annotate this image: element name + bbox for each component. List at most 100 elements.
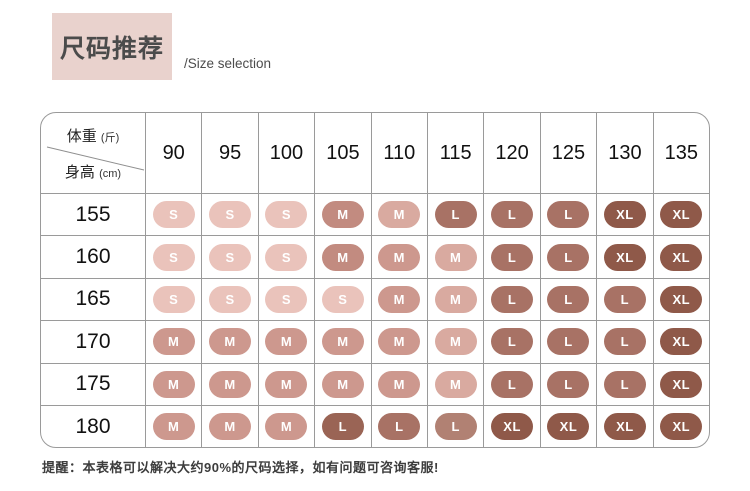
size-cell: M: [201, 320, 258, 363]
column-header: 110: [370, 113, 427, 193]
size-badge: M: [209, 370, 252, 398]
size-cell: M: [145, 320, 202, 363]
size-cell: S: [257, 277, 315, 321]
size-badge: S: [209, 243, 252, 271]
column-header: 105: [314, 113, 370, 193]
size-cell: L: [596, 320, 653, 363]
size-badge: XL: [660, 201, 703, 229]
size-badge: S: [152, 201, 195, 229]
height-label: 身高: [64, 164, 95, 181]
size-badge: M: [378, 328, 421, 356]
size-cell: L: [427, 404, 484, 448]
size-badge: M: [434, 285, 477, 313]
size-badge: XL: [491, 413, 534, 441]
size-badge: L: [491, 243, 534, 271]
size-badge: S: [265, 243, 308, 271]
size-badge: M: [378, 243, 421, 271]
size-cell: L: [483, 277, 540, 321]
size-cell: L: [539, 235, 597, 278]
size-badge: L: [603, 285, 646, 313]
column-header: 95: [201, 113, 257, 193]
size-badge: L: [603, 370, 646, 398]
height-unit: (cm): [99, 168, 122, 180]
size-cell: M: [370, 193, 427, 236]
size-badge: S: [209, 285, 252, 313]
size-cell: L: [427, 193, 484, 236]
size-badge: M: [434, 328, 477, 356]
size-badge: M: [265, 370, 308, 398]
column-header: 135: [652, 113, 709, 193]
page-subtitle: /Size selection: [184, 56, 272, 71]
size-cell: XL: [652, 362, 709, 405]
size-badge: S: [152, 285, 195, 313]
row-header: 175: [41, 362, 145, 405]
size-cell: M: [314, 193, 371, 236]
column-header: 125: [539, 113, 596, 193]
size-cell: M: [201, 362, 258, 405]
size-badge: L: [491, 370, 534, 398]
size-badge: XL: [660, 243, 703, 271]
size-cell: S: [257, 193, 315, 236]
size-cell: L: [483, 320, 540, 363]
size-cell: M: [145, 362, 202, 405]
size-badge: L: [434, 413, 477, 441]
size-badge: M: [152, 328, 195, 356]
weight-label: 体重: [66, 128, 97, 145]
size-badge: M: [265, 413, 308, 441]
row-header: 155: [41, 193, 145, 235]
size-badge: XL: [603, 201, 646, 229]
size-badge: L: [547, 328, 590, 356]
size-cell: L: [483, 193, 540, 236]
column-header: 130: [596, 113, 652, 193]
size-badge: M: [378, 370, 421, 398]
size-cell: M: [314, 362, 371, 405]
size-cell: M: [370, 320, 427, 363]
size-cell: S: [314, 277, 371, 321]
size-badge: M: [321, 201, 364, 229]
size-cell: M: [145, 404, 202, 448]
column-header: 90: [145, 113, 201, 193]
size-cell: XL: [652, 193, 709, 236]
size-cell: L: [539, 320, 597, 363]
size-badge: XL: [660, 413, 703, 441]
size-badge: M: [152, 413, 195, 441]
size-badge: M: [378, 285, 421, 313]
size-badge: M: [265, 328, 308, 356]
size-cell: M: [257, 404, 315, 448]
size-badge: M: [434, 370, 477, 398]
size-cell: M: [427, 277, 484, 321]
size-badge: XL: [660, 370, 703, 398]
size-cell: S: [257, 235, 315, 278]
page-title: 尺码推荐: [52, 13, 172, 80]
size-badge: XL: [547, 413, 590, 441]
size-cell: S: [201, 193, 258, 236]
size-cell: XL: [539, 404, 597, 448]
size-badge: L: [547, 285, 590, 313]
size-badge: S: [265, 285, 308, 313]
size-badge: L: [491, 285, 534, 313]
size-cell: XL: [483, 404, 540, 448]
size-cell: XL: [652, 320, 709, 363]
size-badge: M: [321, 328, 364, 356]
size-badge: XL: [660, 328, 703, 356]
size-cell: M: [370, 277, 427, 321]
size-badge: L: [321, 413, 364, 441]
size-cell: M: [201, 404, 258, 448]
size-cell: S: [145, 193, 202, 236]
size-cell: M: [427, 320, 484, 363]
size-cell: S: [145, 235, 202, 278]
size-badge: XL: [603, 243, 646, 271]
size-badge: M: [321, 243, 364, 271]
size-badge: L: [378, 413, 421, 441]
size-cell: L: [596, 362, 653, 405]
size-badge: L: [547, 201, 590, 229]
size-cell: L: [539, 277, 597, 321]
size-cell: L: [539, 193, 597, 236]
column-header: 115: [427, 113, 483, 193]
weight-axis-label: 体重 (斤): [41, 125, 145, 146]
size-table: 体重 (斤) 身高 (cm) 90 95 100 105 110 115 120 125 130…: [40, 112, 710, 449]
size-badge: L: [434, 201, 477, 229]
row-header: 180: [41, 404, 145, 447]
height-axis-label: 身高 (cm): [41, 161, 145, 182]
size-badge: S: [265, 201, 308, 229]
